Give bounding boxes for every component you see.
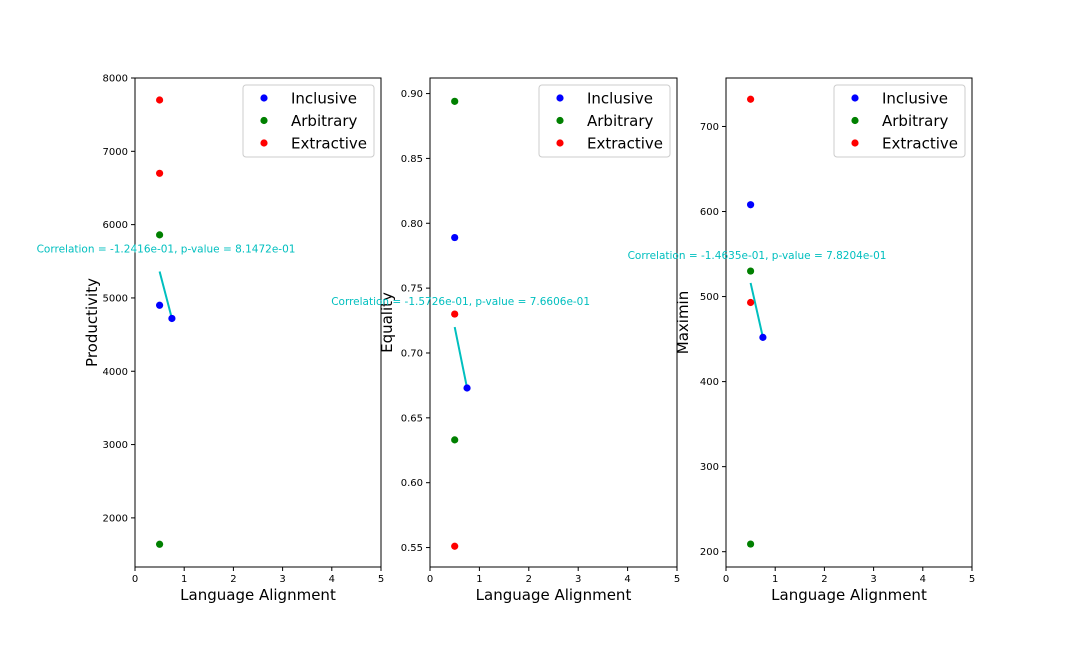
scatter-point-inclusive	[759, 333, 767, 341]
x-tick-label: 1	[476, 574, 482, 585]
x-tick-label: 5	[378, 574, 384, 585]
correlation-annotation: Correlation = -1.4635e-01, p-value = 7.8…	[628, 250, 887, 262]
x-tick-label: 2	[230, 574, 236, 585]
x-tick-label: 0	[427, 574, 433, 585]
x-tick-label: 4	[920, 574, 926, 585]
legend-marker-inclusive	[260, 94, 268, 102]
fit-line	[749, 282, 764, 338]
y-tick-label: 2000	[103, 513, 128, 524]
scatter-point-arbitrary	[156, 231, 164, 239]
x-tick-label: 5	[674, 574, 680, 585]
legend-marker-extractive	[556, 139, 564, 147]
scatter-point-arbitrary	[451, 436, 459, 444]
x-tick-label: 2	[526, 574, 532, 585]
y-tick-label: 8000	[103, 74, 128, 85]
y-tick-label: 600	[700, 207, 719, 218]
legend-label-inclusive: Inclusive	[587, 90, 653, 108]
legend-label-extractive: Extractive	[882, 135, 958, 153]
legend-box	[538, 84, 671, 158]
x-axis-label: Language Alignment	[180, 586, 336, 604]
scatter-point-inclusive	[747, 201, 755, 209]
x-tick-label: 0	[132, 574, 138, 585]
y-tick-label: 3000	[103, 440, 128, 451]
maximin-panel: 0 1 2 3 4 5 200 300 400 500 600 700 Language Alignme…	[628, 77, 975, 604]
legend-label-inclusive: Inclusive	[882, 90, 948, 108]
y-axis-label: Productivity	[83, 278, 101, 367]
legend-marker-arbitrary	[851, 116, 859, 125]
y-tick-label: 0.55	[401, 543, 423, 554]
scatter-point-arbitrary	[747, 540, 755, 548]
fit-line	[158, 271, 173, 319]
scatter-point-inclusive	[463, 384, 471, 392]
y-tick-label: 500	[700, 292, 719, 303]
fit-line	[453, 326, 469, 389]
x-tick-label: 3	[279, 574, 285, 585]
plot-frame	[725, 77, 973, 568]
y-tick-label: 0.65	[401, 413, 423, 424]
legend-box	[833, 84, 966, 158]
legend-marker-arbitrary	[556, 116, 564, 125]
legend-label-arbitrary: Arbitrary	[882, 112, 949, 130]
y-tick-label: 0.60	[401, 478, 423, 489]
scatter-point-arbitrary	[156, 540, 164, 548]
scatter-point-inclusive	[156, 301, 164, 309]
productivity-panel: 0 1 2 3 4 5 2000 3000 4000 5000 6000 7000 8000 Langua…	[37, 74, 385, 605]
scatter-point-extractive	[156, 169, 164, 177]
x-axis-label: Language Alignment	[771, 586, 927, 604]
scatter-point-extractive	[451, 310, 459, 318]
y-tick-label: 4000	[103, 367, 128, 378]
x-tick-label: 0	[723, 574, 729, 585]
y-tick-label: 0.70	[401, 348, 423, 359]
y-tick-label: 5000	[103, 293, 128, 304]
x-axis-label: Language Alignment	[476, 586, 632, 604]
x-tick-label: 4	[329, 574, 335, 585]
y-tick-label: 0.90	[401, 89, 423, 100]
y-tick-label: 0.75	[401, 284, 423, 295]
correlation-annotation: Correlation = -1.5726e-01, p-value = 7.6…	[331, 296, 590, 308]
scatter-point-extractive	[156, 96, 164, 104]
y-axis-label: Maximin	[674, 291, 692, 354]
legend-box	[242, 84, 375, 158]
legend-marker-inclusive	[851, 94, 859, 102]
scatter-point-extractive	[747, 298, 755, 307]
scatter-point-extractive	[747, 95, 755, 103]
x-tick-label: 2	[821, 574, 827, 585]
y-tick-label: 0.80	[401, 219, 423, 230]
legend-label-extractive: Extractive	[587, 135, 663, 153]
scatter-point-inclusive	[451, 233, 459, 242]
x-tick-label: 3	[575, 574, 581, 585]
legend-marker-extractive	[851, 139, 859, 147]
correlation-annotation: Correlation = -1.2416e-01, p-value = 8.1…	[37, 243, 296, 255]
plot-frame	[134, 77, 382, 568]
y-tick-label: 300	[700, 462, 719, 473]
x-tick-label: 4	[624, 574, 630, 585]
y-tick-label: 7000	[103, 147, 128, 158]
scatter-point-extractive	[451, 542, 459, 550]
x-tick-label: 1	[181, 574, 187, 585]
x-tick-label: 1	[772, 574, 778, 585]
legend-label-inclusive: Inclusive	[291, 90, 357, 108]
y-tick-label: 6000	[103, 220, 128, 231]
scatter-point-inclusive	[168, 314, 176, 323]
scatter-point-arbitrary	[747, 267, 755, 275]
x-tick-label: 3	[870, 574, 876, 585]
legend-label-arbitrary: Arbitrary	[587, 112, 654, 130]
scatter-point-arbitrary	[451, 97, 459, 105]
legend-marker-inclusive	[556, 94, 564, 102]
y-tick-label: 200	[700, 547, 719, 558]
y-tick-label: 700	[700, 122, 719, 133]
legend-label-arbitrary: Arbitrary	[291, 112, 358, 130]
y-axis-label: Equality	[378, 292, 396, 353]
x-tick-label: 5	[969, 574, 975, 585]
y-tick-label: 400	[700, 377, 719, 388]
plot-frame	[429, 77, 678, 568]
legend-marker-arbitrary	[260, 116, 268, 125]
equality-panel: 0 1 2 3 4 5 0.55 0.60 0.65 0.70 0.75 0.80 0.85 0.90 La…	[331, 77, 680, 604]
legend-label-extractive: Extractive	[291, 135, 367, 153]
legend-marker-extractive	[260, 139, 268, 147]
y-tick-label: 0.85	[401, 154, 423, 165]
